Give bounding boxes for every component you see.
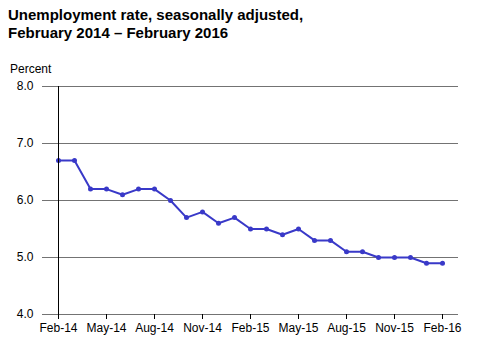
svg-text:8.0: 8.0 [17,79,34,93]
svg-text:4.0: 4.0 [17,307,34,321]
svg-text:Feb-15: Feb-15 [231,321,269,335]
svg-text:Aug-14: Aug-14 [135,321,174,335]
html-text:February 2014 – February 2016: February 2014 – February 2016 [8,24,229,41]
svg-text:7.0: 7.0 [17,136,34,150]
svg-text:Aug-15: Aug-15 [327,321,366,335]
svg-text:May-14: May-14 [86,321,126,335]
svg-text:Feb-16: Feb-16 [423,321,461,335]
svg-text:5.0: 5.0 [17,250,34,264]
svg-text:Nov-14: Nov-14 [183,321,222,335]
html-text:Percent: Percent [10,62,52,76]
html-text:Unemployment rate, seasonally: Unemployment rate, seasonally adjusted, [8,6,304,23]
svg-text:6.0: 6.0 [17,193,34,207]
svg-text:May-15: May-15 [278,321,318,335]
svg-text:Feb-14: Feb-14 [39,321,77,335]
svg-text:Nov-15: Nov-15 [375,321,414,335]
